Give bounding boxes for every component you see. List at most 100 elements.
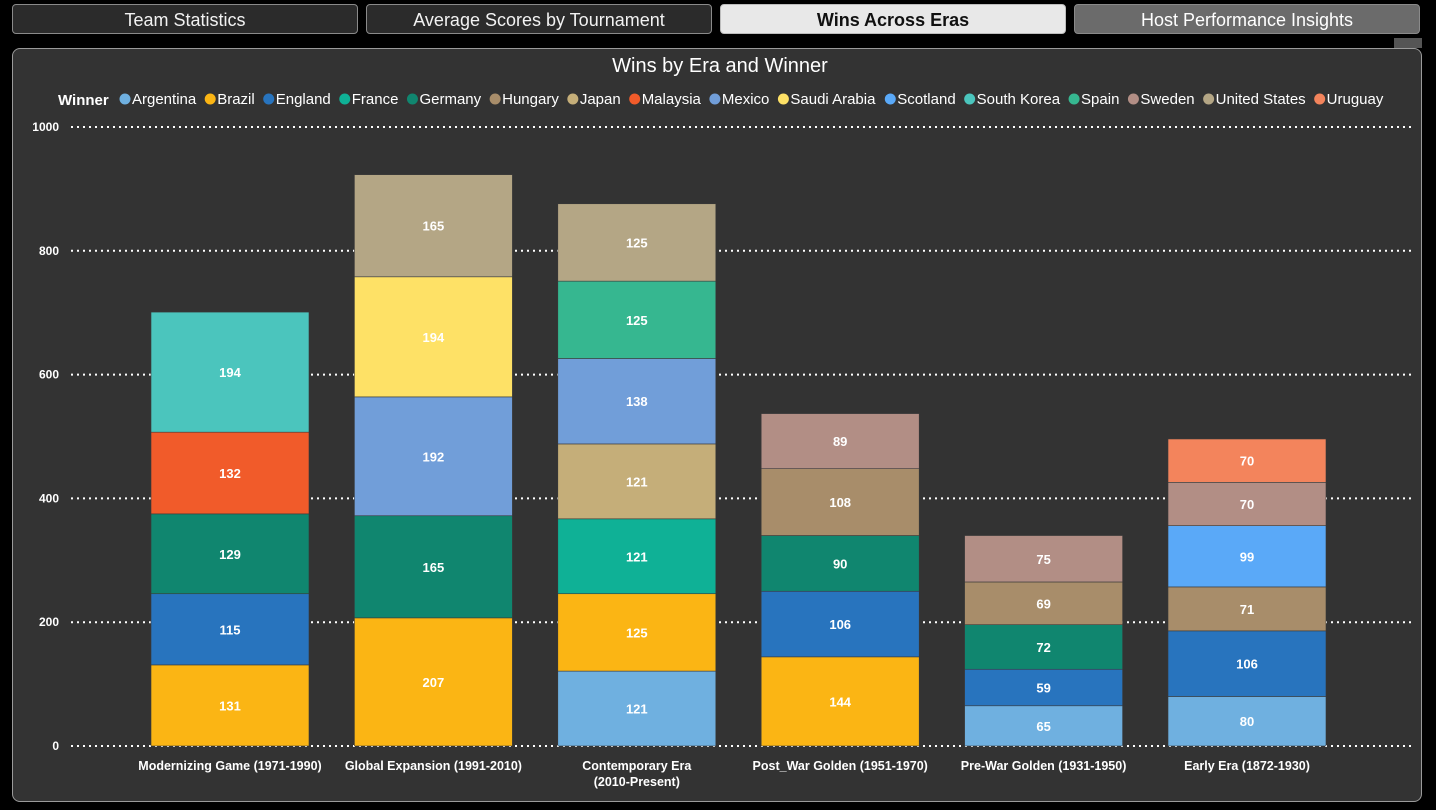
data-label-5-sweden: 75 <box>1036 552 1050 567</box>
legend-swatch-south-korea <box>964 93 976 105</box>
y-tick-label-200: 200 <box>39 615 59 629</box>
legend-label-mexico: Mexico <box>722 91 770 108</box>
bar-segment-5-argentina[interactable] <box>964 705 1123 747</box>
bar-segment-5-sweden[interactable] <box>964 535 1123 583</box>
legend-label-england: England <box>276 91 331 108</box>
bar-segment-4-brazil[interactable] <box>760 656 920 747</box>
data-label-1-brazil: 131 <box>219 698 241 713</box>
data-label-1-england: 115 <box>220 622 241 637</box>
bar-segment-4-germany[interactable] <box>760 535 920 592</box>
bar-segment-3-argentina[interactable] <box>557 670 717 747</box>
bar-segment-3-france[interactable] <box>557 518 717 595</box>
data-label-2-germany: 165 <box>423 560 445 575</box>
x-tick-label-6: Early Era (1872-1930) <box>1184 759 1310 773</box>
legend-label-japan: Japan <box>580 91 621 108</box>
bar-segment-6-argentina[interactable] <box>1167 696 1327 747</box>
bar-segment-1-south-korea[interactable] <box>150 311 310 433</box>
data-label-3-united-states: 125 <box>626 235 648 250</box>
bar-segment-5-germany[interactable] <box>964 624 1123 670</box>
legend-title: Winner <box>58 92 109 109</box>
bar-segment-2-united-states[interactable] <box>354 174 513 278</box>
data-label-6-uruguay: 70 <box>1240 454 1254 469</box>
x-tick-label-2: Global Expansion (1991-2010) <box>345 759 522 773</box>
bar-segment-6-sweden[interactable] <box>1167 482 1327 526</box>
y-tick-label-800: 800 <box>39 244 59 258</box>
bar-segment-2-saudi-arabia[interactable] <box>354 276 513 398</box>
tab-wins-across-eras[interactable]: Wins Across Eras <box>720 4 1066 34</box>
tab-average-scores[interactable]: Average Scores by Tournament <box>366 4 712 34</box>
tab-bar: Team Statistics Average Scores by Tourna… <box>12 4 1422 36</box>
legend-label-brazil: Brazil <box>217 91 255 108</box>
bar-segment-2-brazil[interactable] <box>354 617 513 747</box>
data-label-2-brazil: 207 <box>423 675 445 690</box>
tab-team-statistics[interactable]: Team Statistics <box>12 4 358 34</box>
x-tick-label-4: Post_War Golden (1951-1970) <box>753 759 928 773</box>
bar-segment-3-japan[interactable] <box>557 443 717 520</box>
data-label-4-sweden: 89 <box>833 434 847 449</box>
legend-label-germany: Germany <box>419 91 481 108</box>
legend-swatch-uruguay <box>1314 93 1326 105</box>
legend-swatch-mexico <box>709 93 721 105</box>
data-label-1-malaysia: 132 <box>219 466 241 481</box>
bar-segment-3-mexico[interactable] <box>557 358 717 445</box>
x-tick-label-5: Pre-War Golden (1931-1950) <box>961 759 1127 773</box>
data-label-3-brazil: 125 <box>626 625 648 640</box>
legend-swatch-sweden <box>1127 93 1139 105</box>
data-label-6-england: 106 <box>1236 657 1258 672</box>
bar-segment-1-brazil[interactable] <box>150 664 310 747</box>
legend-label-uruguay: Uruguay <box>1327 91 1384 108</box>
stacked-bar-chart: Wins by Era and Winner Winner Argentina B… <box>32 55 1413 789</box>
legend-label-south-korea: South Korea <box>977 91 1061 108</box>
bar-segment-3-united-states[interactable] <box>557 203 717 282</box>
bar-segment-2-mexico[interactable] <box>354 396 513 517</box>
data-label-6-scotland: 99 <box>1240 549 1254 564</box>
legend-swatch-japan <box>567 93 579 105</box>
bar-segment-4-sweden[interactable] <box>760 413 920 469</box>
data-label-6-sweden: 70 <box>1240 497 1254 512</box>
legend-swatch-brazil <box>204 93 216 105</box>
data-label-6-argentina: 80 <box>1240 714 1254 729</box>
data-label-6-hungary: 71 <box>1240 602 1254 617</box>
bar-segment-4-england[interactable] <box>760 590 920 658</box>
bar-segment-6-england[interactable] <box>1167 630 1327 697</box>
legend-swatch-united-states <box>1203 93 1215 105</box>
legend-swatch-saudi-arabia <box>777 93 789 105</box>
bar-segment-1-germany[interactable] <box>150 513 310 595</box>
scrollbar-stub[interactable] <box>1394 38 1422 48</box>
chart-panel: Wins by Era and Winner Winner Argentina B… <box>12 48 1422 802</box>
bar-segment-6-uruguay[interactable] <box>1167 438 1327 483</box>
y-tick-label-600: 600 <box>39 368 59 382</box>
data-label-4-germany: 90 <box>833 556 847 571</box>
legend-label-united-states: United States <box>1216 91 1306 108</box>
data-label-5-germany: 72 <box>1036 640 1050 655</box>
data-label-2-united-states: 165 <box>423 219 445 234</box>
legend-swatch-scotland <box>884 93 896 105</box>
legend-swatch-france <box>339 93 351 105</box>
bar-segment-3-brazil[interactable] <box>557 593 717 672</box>
legend-label-france: France <box>352 91 399 108</box>
y-tick-label-400: 400 <box>39 491 59 505</box>
data-label-2-mexico: 192 <box>423 449 445 464</box>
data-label-1-germany: 129 <box>219 547 241 562</box>
bar-segment-5-england[interactable] <box>964 668 1123 707</box>
legend-label-sweden: Sweden <box>1140 91 1194 108</box>
bar-segment-4-hungary[interactable] <box>760 468 920 536</box>
bar-segment-3-spain[interactable] <box>557 280 717 359</box>
data-label-4-brazil: 144 <box>829 694 851 709</box>
bar-segment-5-hungary[interactable] <box>964 581 1123 625</box>
legend-label-spain: Spain <box>1081 91 1119 108</box>
bar-segment-6-scotland[interactable] <box>1167 525 1327 588</box>
bar-segment-1-malaysia[interactable] <box>150 431 310 515</box>
legend-label-saudi-arabia: Saudi Arabia <box>790 91 876 108</box>
chart-title: Wins by Era and Winner <box>612 55 828 77</box>
legend-label-argentina: Argentina <box>132 91 197 108</box>
tab-host-performance[interactable]: Host Performance Insights <box>1074 4 1420 34</box>
data-label-3-japan: 121 <box>626 474 648 489</box>
data-label-3-argentina: 121 <box>626 702 648 717</box>
data-label-2-saudi-arabia: 194 <box>423 330 445 345</box>
bar-segment-2-germany[interactable] <box>354 515 513 619</box>
x-tick-label-3-line-2: (2010-Present) <box>594 775 680 789</box>
data-label-3-spain: 125 <box>626 313 648 328</box>
legend-swatch-hungary <box>489 93 501 105</box>
y-tick-label-0: 0 <box>52 739 59 753</box>
